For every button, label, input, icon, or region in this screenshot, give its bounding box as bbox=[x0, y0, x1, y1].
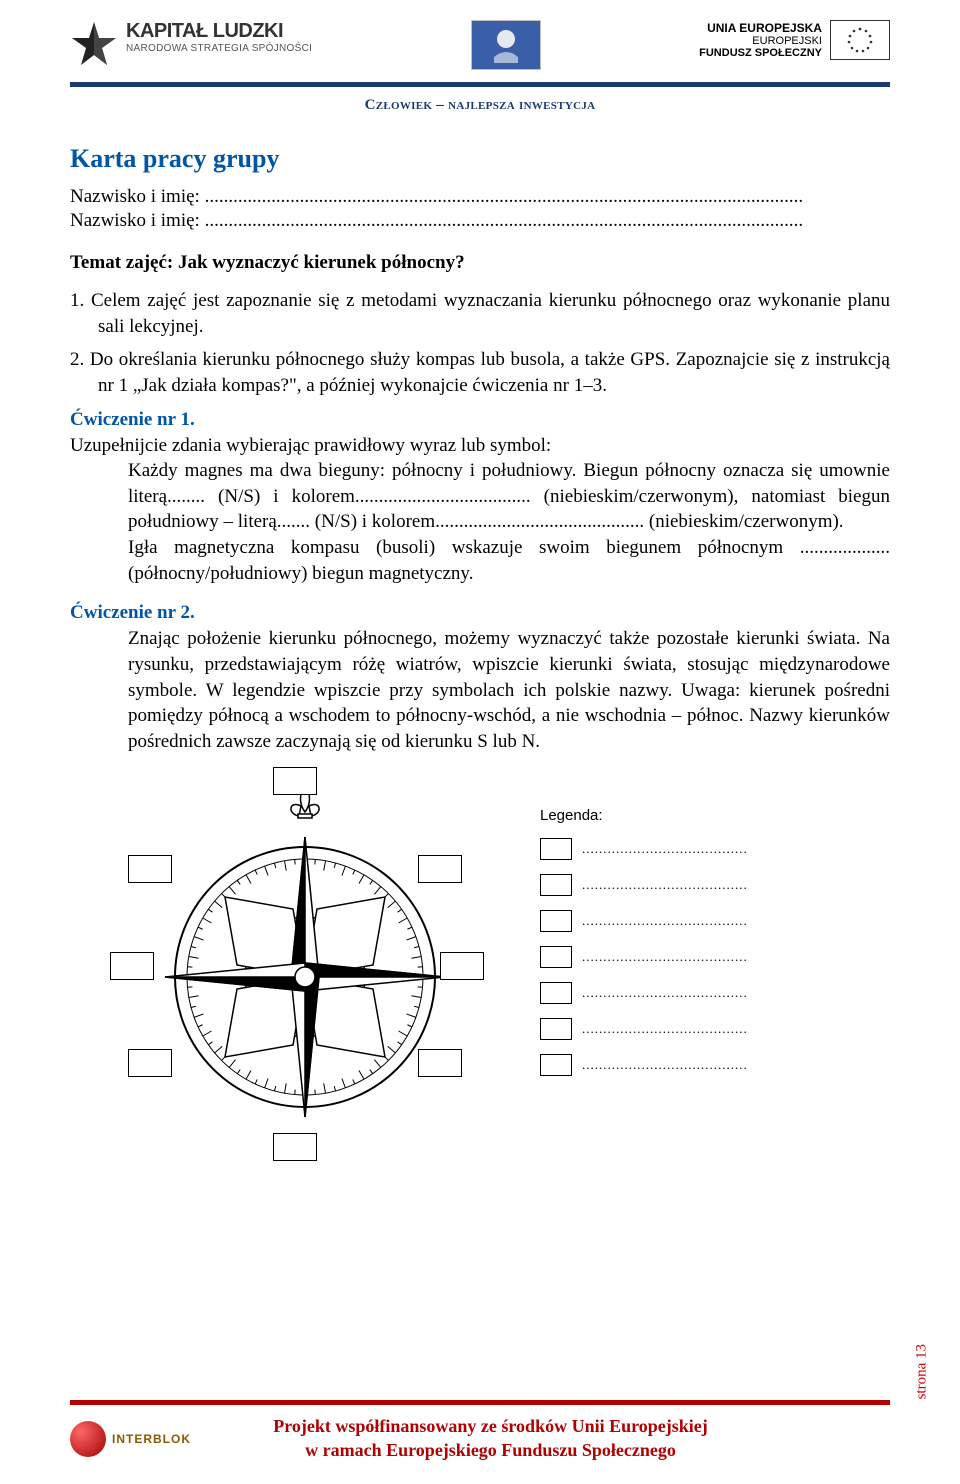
exercise-1-lead: Uzupełnijcie zdania wybierając prawidłow… bbox=[70, 433, 890, 459]
legend-item: ....................................... bbox=[540, 1018, 748, 1040]
direction-box[interactable] bbox=[128, 1049, 172, 1077]
legend-item: ....................................... bbox=[540, 910, 748, 932]
exercise-1-title: Ćwiczenie nr 1. bbox=[70, 409, 890, 431]
exercise-1-body: Każdy magnes ma dwa bieguny: północny i … bbox=[70, 458, 890, 535]
para-1: 1. Celem zajęć jest zapoznanie się z met… bbox=[70, 288, 890, 339]
name-field-2: Nazwisko i imię: .......................… bbox=[70, 210, 890, 232]
logo-left-title: KAPITAŁ LUDZKI bbox=[126, 20, 312, 43]
compass-rose bbox=[110, 767, 500, 1167]
header-rule bbox=[70, 82, 890, 87]
legend-title: Legenda: bbox=[540, 807, 748, 824]
legend-box[interactable] bbox=[540, 1054, 572, 1076]
legend-item: ....................................... bbox=[540, 874, 748, 896]
footer: INTERBLOK Projekt współfinansowany ze śr… bbox=[0, 1400, 960, 1484]
legend: Legenda: ...............................… bbox=[540, 767, 748, 1090]
eu-line3: FUNDUSZ SPOŁECZNY bbox=[699, 47, 822, 59]
para-2: 2. Do określania kierunku północnego słu… bbox=[70, 347, 890, 398]
page-number: strona 13 bbox=[913, 1344, 930, 1399]
direction-box[interactable] bbox=[418, 855, 462, 883]
name-field-1: Nazwisko i imię: .......................… bbox=[70, 186, 890, 208]
logo-left-sub: NARODOWA STRATEGIA SPÓJNOŚCI bbox=[126, 43, 312, 54]
legend-dots: ....................................... bbox=[582, 877, 748, 893]
legend-item: ....................................... bbox=[540, 946, 748, 968]
interblok-logo: INTERBLOK bbox=[70, 1421, 191, 1457]
interblok-text: INTERBLOK bbox=[112, 1432, 191, 1446]
legend-box[interactable] bbox=[540, 874, 572, 896]
logo-right: UNIA EUROPEJSKA EUROPEJSKI FUNDUSZ SPOŁE… bbox=[699, 20, 890, 60]
legend-dots: ....................................... bbox=[582, 949, 748, 965]
legend-box[interactable] bbox=[540, 910, 572, 932]
diagram-row: Legenda: ...............................… bbox=[70, 767, 890, 1167]
eu-flag-icon bbox=[830, 20, 890, 60]
direction-box[interactable] bbox=[418, 1049, 462, 1077]
eu-line2: EUROPEJSKI bbox=[699, 35, 822, 47]
exercise-2-title: Ćwiczenie nr 2. bbox=[70, 602, 890, 624]
sphere-icon bbox=[70, 1421, 106, 1457]
content: Karta pracy grupy Nazwisko i imię: .....… bbox=[0, 144, 960, 1167]
logo-left: KAPITAŁ LUDZKI NARODOWA STRATEGIA SPÓJNO… bbox=[70, 20, 312, 68]
topic: Temat zajęć: Jak wyznaczyć kierunek półn… bbox=[70, 252, 890, 274]
legend-box[interactable] bbox=[540, 1018, 572, 1040]
direction-box[interactable] bbox=[440, 952, 484, 980]
direction-box[interactable] bbox=[110, 952, 154, 980]
star-icon bbox=[70, 20, 118, 68]
legend-dots: ....................................... bbox=[582, 1057, 748, 1073]
exercise-1-body2: Igła magnetyczna kompasu (busoli) wskazu… bbox=[70, 535, 890, 586]
direction-box[interactable] bbox=[273, 767, 317, 795]
legend-item: ....................................... bbox=[540, 1054, 748, 1076]
legend-item: ....................................... bbox=[540, 982, 748, 1004]
legend-box[interactable] bbox=[540, 838, 572, 860]
legend-dots: ....................................... bbox=[582, 1021, 748, 1037]
eu-line1: UNIA EUROPEJSKA bbox=[699, 21, 822, 35]
direction-box[interactable] bbox=[273, 1133, 317, 1161]
legend-dots: ....................................... bbox=[582, 841, 748, 857]
legend-dots: ....................................... bbox=[582, 913, 748, 929]
logo-center-icon bbox=[471, 20, 541, 70]
exercise-2-body: Znając położenie kierunku północnego, mo… bbox=[70, 626, 890, 754]
legend-box[interactable] bbox=[540, 946, 572, 968]
footer-text: Projekt współfinansowany ze środków Unii… bbox=[207, 1415, 774, 1462]
tagline: Człowiek – najlepsza inwestycja bbox=[0, 97, 960, 114]
legend-item: ....................................... bbox=[540, 838, 748, 860]
legend-box[interactable] bbox=[540, 982, 572, 1004]
page-title: Karta pracy grupy bbox=[70, 144, 890, 174]
footer-rule bbox=[70, 1400, 890, 1405]
header: KAPITAŁ LUDZKI NARODOWA STRATEGIA SPÓJNO… bbox=[0, 0, 960, 78]
legend-dots: ....................................... bbox=[582, 985, 748, 1001]
direction-box[interactable] bbox=[128, 855, 172, 883]
